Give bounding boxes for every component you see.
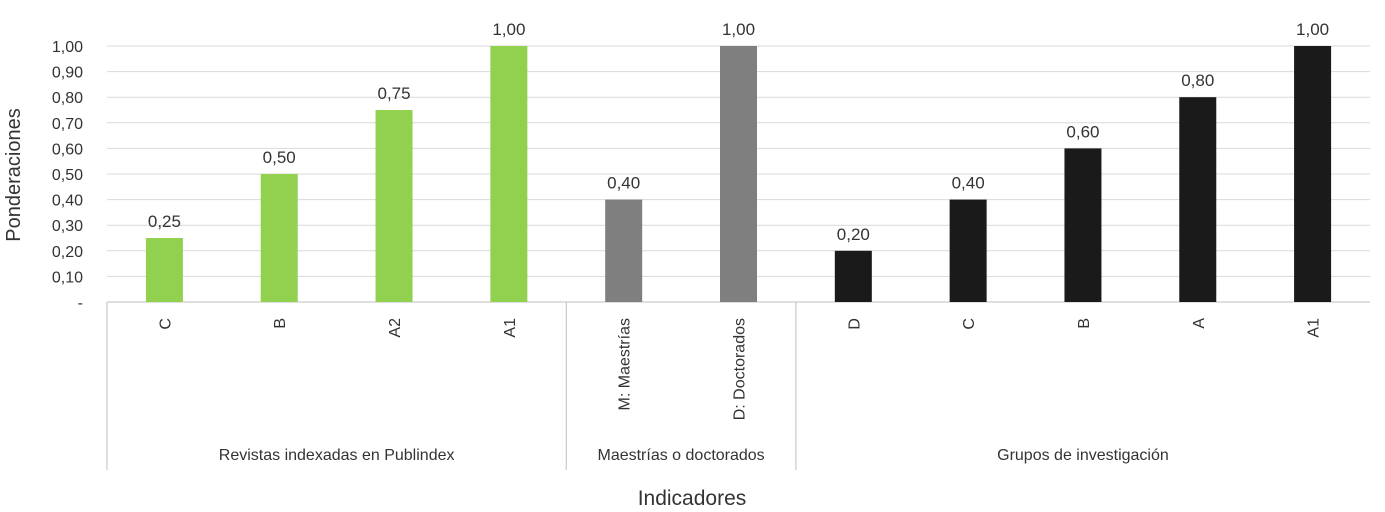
bar bbox=[1294, 46, 1332, 302]
y-tick-label: 0,80 bbox=[52, 90, 83, 107]
y-tick-label: 0,30 bbox=[52, 218, 83, 235]
data-label: 1,00 bbox=[1296, 20, 1329, 39]
data-labels: 0,25 0,50 0,75 1,00 0,40 1,00 0,20 0,40 0,60 0,80… bbox=[148, 20, 1329, 244]
y-tick-label: - bbox=[78, 295, 83, 312]
bar bbox=[260, 174, 298, 302]
data-label: 0,25 bbox=[148, 212, 181, 231]
group-label: Maestrías o doctorados bbox=[597, 447, 764, 464]
bar bbox=[1179, 97, 1217, 302]
data-label: 0,20 bbox=[837, 225, 870, 244]
y-tick-label: 0,90 bbox=[52, 65, 83, 82]
category-label: A2 bbox=[387, 318, 404, 338]
category-label: B bbox=[1076, 318, 1093, 329]
y-tick-label: 0,40 bbox=[52, 193, 83, 210]
bar bbox=[490, 46, 528, 302]
category-label: B bbox=[272, 318, 289, 329]
data-label: 0,50 bbox=[263, 148, 296, 167]
x-axis-categories: C B A2 A1 Revistas indexadas en Publindex M: … bbox=[157, 318, 1322, 464]
data-label: 0,80 bbox=[1181, 71, 1214, 90]
y-tick-label: 0,50 bbox=[52, 167, 83, 184]
y-axis-ticks: - 0,10 0,20 0,30 0,40 0,50 0,60 0,70 0,80 0,90 1,0… bbox=[52, 39, 83, 312]
data-label: 0,60 bbox=[1066, 122, 1099, 141]
group-separators bbox=[106, 302, 797, 470]
y-axis-title: Ponderaciones bbox=[3, 108, 25, 241]
y-tick-label: 0,70 bbox=[52, 116, 83, 133]
category-label: C bbox=[157, 318, 174, 330]
category-label: D: Doctorados bbox=[732, 318, 749, 420]
category-label: C bbox=[961, 318, 978, 330]
y-tick-label: 0,20 bbox=[52, 244, 83, 261]
y-tick-label: 1,00 bbox=[52, 39, 83, 56]
x-axis-title: Indicadores bbox=[638, 487, 747, 510]
category-label: M: Maestrías bbox=[617, 318, 634, 410]
bars bbox=[145, 46, 1332, 302]
bar bbox=[1064, 148, 1102, 302]
data-label: 1,00 bbox=[722, 20, 755, 39]
y-tick-label: 0,10 bbox=[52, 269, 83, 286]
category-label: D bbox=[846, 318, 863, 330]
group-label: Grupos de investigación bbox=[997, 447, 1169, 464]
data-label: 1,00 bbox=[492, 20, 525, 39]
category-label: A1 bbox=[502, 318, 519, 338]
bar bbox=[145, 238, 183, 302]
data-label: 0,75 bbox=[377, 84, 410, 103]
y-tick-label: 0,60 bbox=[52, 141, 83, 158]
bar bbox=[949, 199, 987, 302]
bar bbox=[375, 110, 413, 302]
data-label: 0,40 bbox=[607, 174, 640, 193]
bar bbox=[605, 199, 643, 302]
category-label: A bbox=[1191, 318, 1208, 329]
category-label: A1 bbox=[1306, 318, 1323, 338]
data-label: 0,40 bbox=[952, 174, 985, 193]
bar bbox=[720, 46, 757, 302]
group-label: Revistas indexadas en Publindex bbox=[219, 447, 455, 464]
bar bbox=[834, 250, 872, 302]
